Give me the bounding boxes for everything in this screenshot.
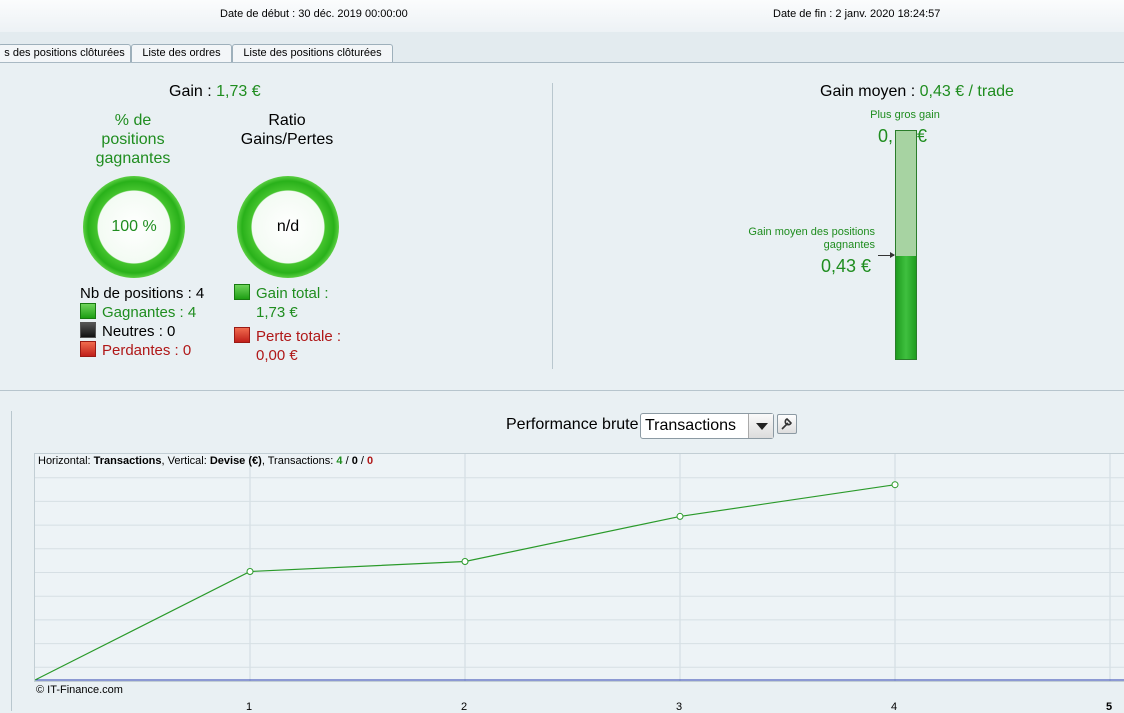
tab-closed-positions-1[interactable]: s des positions clôturées — [0, 44, 131, 62]
chart-canvas — [35, 454, 1124, 681]
data-point — [891, 481, 899, 489]
neutral-swatch — [80, 322, 96, 338]
performance-select[interactable]: Transactions — [640, 413, 774, 439]
total-loss: Perte totale : 0,00 € — [234, 327, 341, 365]
panel-divider — [552, 83, 553, 369]
total-gain-swatch — [234, 284, 250, 300]
data-point — [246, 568, 254, 575]
chevron-down-icon[interactable] — [748, 414, 773, 438]
wrench-icon[interactable] — [777, 414, 797, 434]
ratio-title: Ratio Gains/Pertes — [240, 112, 334, 148]
losers-swatch — [80, 341, 96, 357]
winners-count: Gagnantes : 4 — [80, 303, 196, 322]
performance-select-value: Transactions — [645, 417, 736, 434]
x-tick-label: 3 — [676, 701, 683, 713]
data-point — [461, 557, 469, 565]
biggest-gain-label: Plus gros gain — [870, 109, 940, 121]
tab-closed-positions-2[interactable]: Liste des positions clôturées — [232, 44, 393, 62]
performance-panel: Performance brute Transactions Horizonta… — [0, 391, 1124, 713]
neutral-count: Neutres : 0 — [80, 322, 175, 341]
performance-chart: Horizontal: Transactions, Vertical: Devi… — [34, 453, 1124, 696]
win-pct-title: % de positions gagnantes — [95, 112, 171, 167]
copyright-label: © IT-Finance.com — [36, 684, 123, 696]
total-loss-swatch — [234, 327, 250, 343]
x-tick-label: 5 — [1106, 701, 1113, 713]
avg-winner-value: 0,43 € — [821, 256, 872, 276]
end-date: Date de fin : 2 janv. 2020 18:24:57 — [773, 8, 941, 20]
biggest-gain-value: 0, € — [878, 126, 928, 146]
summary-panel: Gain : 1,73 € % de positions gagnantes R… — [0, 63, 1124, 391]
win-pct-gauge: 100 % — [83, 176, 185, 278]
tab-bar: s des positions clôturées Liste des ordr… — [0, 32, 1124, 63]
date-header: Date de début : 30 déc. 2019 00:00:00 Da… — [0, 0, 1124, 33]
total-gain: Gain total : 1,73 € — [234, 284, 329, 322]
avg-winner-arrow — [878, 255, 894, 256]
gain-summary: Gain : 1,73 € — [169, 83, 261, 100]
positions-count: Nb de positions : 4 — [80, 285, 205, 302]
avg-winner-arrowhead — [890, 252, 895, 258]
x-tick-label: 4 — [891, 701, 898, 713]
winners-swatch — [80, 303, 96, 319]
x-tick-label: 2 — [461, 701, 468, 713]
losers-count: Perdantes : 0 — [80, 341, 191, 360]
gain-bar-fill — [896, 256, 916, 359]
lower-divider — [11, 411, 12, 711]
start-date: Date de début : 30 déc. 2019 00:00:00 — [220, 8, 408, 20]
gain-bar — [895, 130, 917, 360]
ratio-gauge: n/d — [237, 176, 339, 278]
avg-winner-label: Gain moyen des positions gagnantes — [748, 226, 875, 251]
data-point — [676, 512, 684, 520]
average-gain-summary: Gain moyen : 0,43 € / trade — [820, 83, 1014, 100]
performance-label: Performance brute — [506, 416, 639, 433]
chart-legend: Horizontal: Transactions, Vertical: Devi… — [38, 455, 374, 467]
tab-orders[interactable]: Liste des ordres — [131, 44, 232, 62]
x-tick-label: 1 — [246, 701, 253, 713]
